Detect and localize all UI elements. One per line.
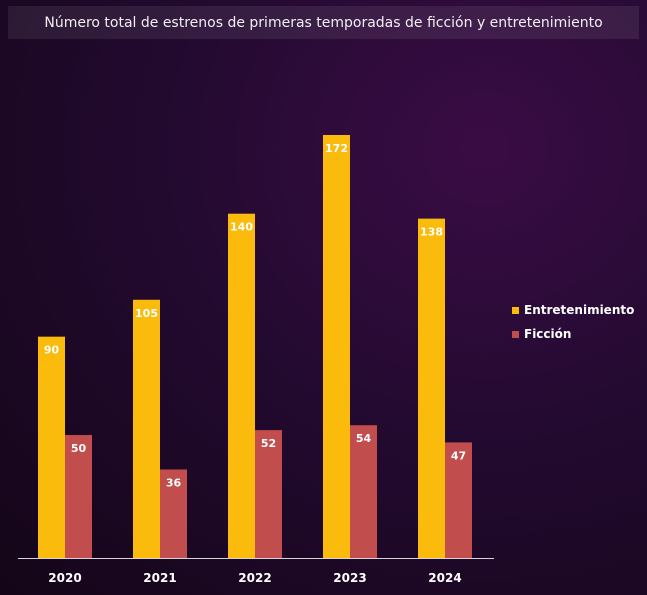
legend-label-ficcion: Ficción xyxy=(524,327,572,341)
x-tick-label-2022: 2022 xyxy=(238,571,271,585)
bar-ficci-n-2024 xyxy=(445,442,472,558)
legend-label-entretenimiento: Entretenimiento xyxy=(524,303,635,317)
legend-swatch-entretenimiento xyxy=(512,306,519,314)
bar-entretenimiento-2020 xyxy=(38,336,65,558)
bar-entretenimiento-2021 xyxy=(133,299,160,558)
legend-item-entretenimiento[interactable]: Entretenimiento xyxy=(512,303,634,317)
bar-ficci-n-2021 xyxy=(160,469,187,558)
data-label-ficci-n-2022: 52 xyxy=(261,437,276,450)
legend-item-ficcion[interactable]: Ficción xyxy=(512,327,634,341)
data-label-entretenimiento-2021: 105 xyxy=(135,307,158,320)
data-label-ficci-n-2024: 47 xyxy=(451,449,466,462)
bar-entretenimiento-2022 xyxy=(228,213,255,558)
x-tick-label-2020: 2020 xyxy=(48,571,81,585)
data-label-ficci-n-2020: 50 xyxy=(71,442,87,455)
chart-title-bar: Número total de estrenos de primeras tem… xyxy=(8,6,639,39)
chart-title: Número total de estrenos de primeras tem… xyxy=(44,14,603,31)
data-label-entretenimiento-2020: 90 xyxy=(44,344,60,357)
bar-entretenimiento-2023 xyxy=(323,135,350,558)
bar-ficci-n-2022 xyxy=(255,430,282,558)
data-label-entretenimiento-2022: 140 xyxy=(230,221,253,234)
x-tick-label-2021: 2021 xyxy=(143,571,176,585)
bar-ficci-n-2020 xyxy=(65,435,92,558)
bar-ficci-n-2023 xyxy=(350,425,377,558)
data-label-ficci-n-2021: 36 xyxy=(166,476,182,489)
data-label-entretenimiento-2024: 138 xyxy=(420,226,443,239)
legend-swatch-ficcion xyxy=(512,330,519,338)
legend: Entretenimiento Ficción xyxy=(512,303,634,351)
bar-entretenimiento-2024 xyxy=(418,218,445,558)
data-label-entretenimiento-2023: 172 xyxy=(325,142,348,155)
x-tick-label-2023: 2023 xyxy=(333,571,366,585)
x-tick-label-2024: 2024 xyxy=(428,571,461,585)
data-label-ficci-n-2023: 54 xyxy=(356,432,372,445)
